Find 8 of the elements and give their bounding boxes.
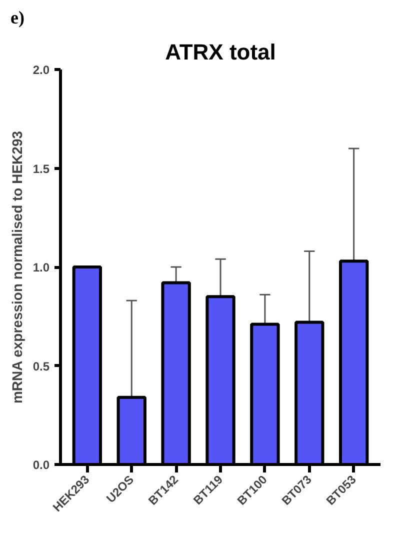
y-tick-label: 0.5 bbox=[32, 359, 50, 374]
chart-title: ATRX total bbox=[165, 40, 276, 64]
y-tick-label: 0.0 bbox=[32, 458, 50, 472]
y-tick-label: 2.0 bbox=[32, 63, 50, 77]
y-tick-label: 1.0 bbox=[32, 260, 50, 274]
y-tick-label: 1.5 bbox=[32, 162, 50, 176]
y-axis-title: mRNA expression normalised to HEK293 bbox=[8, 130, 25, 404]
text: e) bbox=[10, 8, 24, 28]
